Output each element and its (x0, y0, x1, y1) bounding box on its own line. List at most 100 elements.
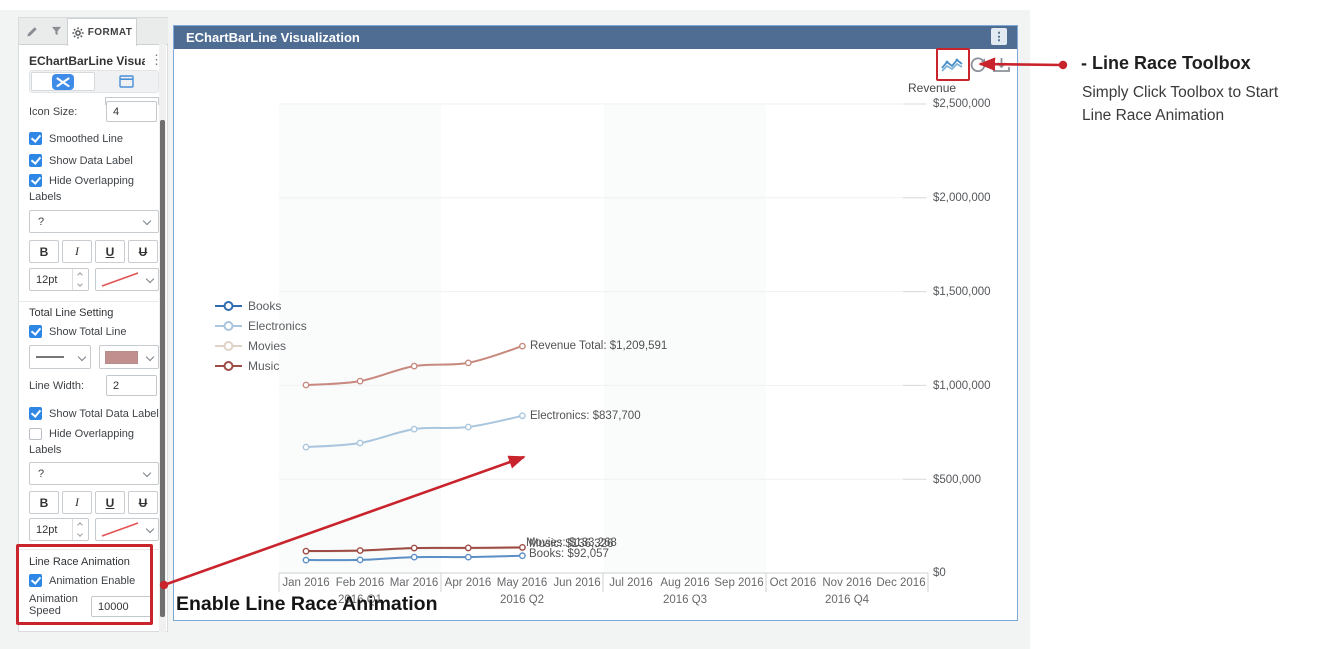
hide-overlapping-total-checkbox[interactable] (29, 428, 42, 440)
show-total-line-row: Show Total Line (29, 325, 126, 338)
animation-speed-input[interactable]: 10000 (91, 596, 153, 617)
chevron-down-icon (145, 524, 155, 534)
quarter-label: 2016 Q3 (662, 594, 708, 606)
y-tick: $500,000 (933, 474, 981, 486)
refresh-icon[interactable] (969, 56, 987, 74)
y-tick: $2,500,000 (933, 98, 991, 110)
show-total-line-checkbox[interactable] (29, 325, 42, 338)
data-label-movies: Movies: $133,268 (526, 537, 617, 549)
animation-speed-label-1: Animation (29, 593, 78, 605)
total-font-family-dropdown[interactable]: ? (29, 462, 159, 485)
x-tick: May 2016 (496, 577, 548, 589)
y-tick: $0 (933, 567, 946, 579)
total-font-size-stepper[interactable]: 12pt (29, 518, 89, 541)
step-up-icon (77, 522, 83, 528)
animation-enable-row: Animation Enable (29, 574, 135, 587)
x-tick: Feb 2016 (335, 577, 385, 589)
smoothed-line-label: Smoothed Line (49, 132, 123, 145)
show-data-label-label: Show Data Label (49, 154, 133, 167)
animation-enable-checkbox[interactable] (29, 574, 42, 587)
visualization-name: EChartBarLine Visua... (29, 54, 145, 68)
bold-button[interactable]: B (29, 240, 59, 263)
legend-line-marker (215, 341, 242, 351)
total-line-color-dropdown[interactable] (99, 345, 159, 369)
font-family-value: ? (38, 216, 45, 228)
x-tick: Sep 2016 (714, 577, 764, 589)
hide-overlapping-checkbox[interactable] (29, 174, 42, 187)
legend-item-electronics[interactable]: Electronics (215, 317, 307, 335)
show-total-data-label-label: Show Total Data Label (49, 407, 159, 420)
show-total-data-label-checkbox[interactable] (29, 407, 42, 420)
y-axis-title: Revenue (908, 81, 957, 95)
animation-enable-label: Animation Enable (49, 574, 136, 587)
tab-format[interactable]: FORMAT (67, 18, 137, 46)
settings-mode-toggle (29, 70, 159, 93)
x-tick: Mar 2016 (389, 577, 439, 589)
chevron-down-icon (142, 468, 152, 478)
font-size-stepper[interactable]: 12pt (29, 268, 89, 291)
panel-titlebar (174, 26, 1017, 49)
total-line-style-dropdown[interactable] (29, 345, 91, 369)
legend-item-books[interactable]: Books (215, 297, 281, 315)
y-tick: $1,000,000 (933, 380, 991, 392)
total-italic-button[interactable]: I (62, 491, 92, 514)
show-data-label-checkbox[interactable] (29, 154, 42, 167)
underline-button[interactable]: U (95, 240, 125, 263)
line-race-toolbox-icon[interactable] (941, 57, 963, 73)
hide-overlapping-label-2: Labels (29, 191, 62, 203)
strikethrough-button[interactable]: U (128, 240, 158, 263)
data-label-electronics: Electronics: $837,700 (530, 410, 641, 422)
legend-line-marker (215, 361, 242, 371)
tab-filter[interactable] (45, 18, 67, 45)
panel-settings-button[interactable] (95, 72, 157, 91)
quarter-label: 2016 Q4 (824, 594, 870, 606)
stepper-arrows[interactable] (72, 269, 88, 290)
tools-settings-button[interactable] (31, 72, 95, 91)
format-sidebar: FORMAT EChartBarLine Visua... ⋮ (18, 17, 168, 632)
legend-item-music[interactable]: Music (215, 357, 279, 375)
tab-format-label: FORMAT (87, 27, 133, 38)
italic-button[interactable]: I (62, 240, 92, 263)
legend-line-marker (215, 321, 242, 331)
total-strikethrough-button[interactable]: U (128, 491, 158, 514)
total-underline-button[interactable]: U (95, 491, 125, 514)
legend-label: Movies (248, 339, 287, 353)
total-bold-button[interactable]: B (29, 491, 59, 514)
legend-item-movies[interactable]: Movies (215, 337, 286, 355)
legend-line-marker (215, 301, 242, 311)
total-font-color-dropdown[interactable] (95, 518, 159, 541)
tools-icon (52, 73, 74, 90)
icon-size-input[interactable]: 4 (106, 101, 157, 122)
x-tick: Jun 2016 (553, 577, 601, 589)
tab-edit[interactable] (19, 18, 45, 45)
total-line-section-title: Total Line Setting (29, 307, 114, 319)
panel-menu-button[interactable]: ⋮ (991, 28, 1007, 45)
red-line-sample-icon (101, 522, 139, 537)
chevron-down-icon (142, 216, 152, 226)
quarter-label: 2016 Q2 (499, 594, 545, 606)
annotation-toolbox-line1: Simply Click Toolbox to Start (1082, 84, 1279, 101)
font-color-dropdown[interactable] (95, 268, 159, 291)
sidebar-scrollbar-thumb[interactable] (160, 120, 165, 617)
step-down-icon (77, 531, 83, 537)
solid-line-sample-icon (36, 356, 64, 358)
gear-icon (72, 26, 84, 39)
y-tick: $1,500,000 (933, 286, 991, 298)
line-width-input[interactable]: 2 (106, 375, 157, 396)
x-tick: Oct 2016 (769, 577, 817, 589)
smoothed-line-checkbox[interactable] (29, 132, 42, 145)
quarter-label: 2016 Q1 (337, 594, 383, 606)
line-width-label: Line Width: (29, 380, 85, 392)
hide-overlapping-total-label-2: Labels (29, 444, 62, 456)
show-data-label-row: Show Data Label (29, 154, 133, 167)
chevron-down-icon (145, 352, 155, 362)
chevron-down-icon (145, 274, 155, 284)
funnel-icon (51, 26, 61, 36)
stepper-arrows[interactable] (72, 519, 88, 540)
x-tick: Nov 2016 (822, 577, 872, 589)
font-family-dropdown[interactable]: ? (29, 210, 159, 233)
line-race-section-title: Line Race Animation (29, 556, 130, 568)
icon-size-label: Icon Size: (29, 106, 78, 118)
step-up-icon (77, 272, 83, 278)
download-icon[interactable] (993, 57, 1010, 73)
